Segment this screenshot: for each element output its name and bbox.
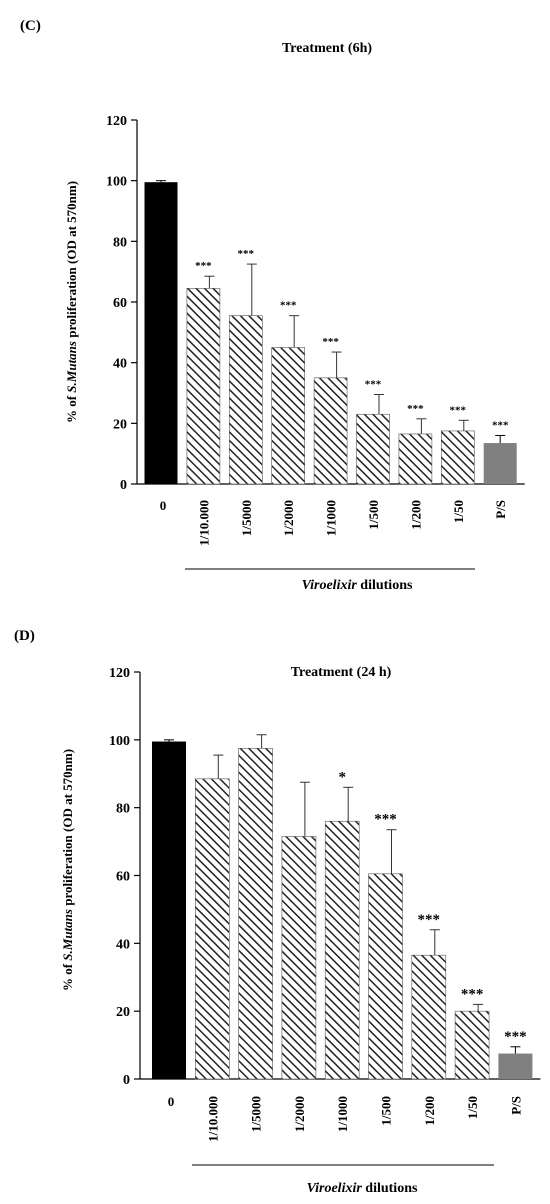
panel-d-y-axis-label: % of S.Mutans proliferation (OD at 570nm…: [60, 749, 75, 991]
panel-d-category-label: 1/1000: [335, 1096, 350, 1132]
panel-c-label: (C): [20, 18, 41, 34]
panel-c-category-label: 1/2000: [281, 500, 296, 536]
panel-d-category-label: 1/2000: [292, 1096, 307, 1132]
panel-c-category-label: P/S: [493, 500, 508, 519]
panel-d-category-label: 1/50: [465, 1096, 480, 1119]
panel-c-significance-label: ***: [280, 300, 297, 312]
panel-d-y-tick-label: 0: [123, 1073, 130, 1088]
panel-c-significance-label: ***: [322, 336, 339, 348]
panel-c-x-group-label: Viroelixir dilutions: [302, 578, 413, 593]
panel-c-significance-label: ***: [365, 379, 382, 391]
panel-d: (D) Treatment (24 h) % of S.Mutans proli…: [14, 628, 541, 1196]
panel-c-bar: [398, 433, 433, 485]
panel-c-y-tick-label: 60: [113, 296, 127, 311]
panel-c-significance-label: ***: [492, 419, 509, 431]
panel-c-bar: [483, 443, 517, 484]
panel-c-significance-label: ***: [238, 248, 255, 260]
panel-c-y-tick-label: 120: [106, 114, 127, 129]
panel-c-bar: [271, 347, 306, 485]
panel-d-significance-label: ***: [504, 1029, 527, 1045]
panel-d-bar: [324, 820, 360, 1080]
panel-c-category-label: 1/200: [408, 500, 423, 530]
panel-d-label: (D): [14, 628, 35, 644]
panel-c-plot: 0 20 40 60 80 100 120 0 *** 1/10.000 *** 1/5000 *** 1…: [106, 114, 525, 570]
panel-c-bar: [356, 413, 390, 485]
panel-c-y-tick-label: 40: [113, 357, 127, 372]
panel-d-bar: [368, 873, 403, 1080]
panel-d-y-tick-label: 100: [109, 734, 130, 749]
panel-c-significance-label: ***: [450, 404, 467, 416]
panel-c-category-label: 1/1000: [324, 500, 339, 536]
panel-c: (C) Treatment (6h) % of S.Mutans prolife…: [20, 18, 525, 593]
panel-c-y-tick-label: 0: [120, 478, 127, 493]
panel-d-bar: [195, 778, 230, 1080]
panel-d-significance-label: ***: [461, 986, 484, 1002]
panel-c-significance-label: ***: [195, 260, 212, 272]
panel-d-category-label: 1/5000: [249, 1096, 264, 1132]
panel-c-category-label: 1/500: [366, 500, 381, 530]
panel-d-y-tick-label: 20: [116, 1005, 130, 1020]
panel-c-category-label: 1/10.000: [196, 500, 211, 546]
panel-d-bar: [281, 836, 317, 1080]
panel-c-y-axis-label: % of S.Mutans proliferation (OD at 570nm…: [64, 181, 79, 423]
panel-d-category-label: 1/500: [379, 1096, 394, 1126]
panel-c-bar: [229, 315, 263, 485]
panel-d-significance-label: *: [338, 769, 346, 785]
panel-c-title: Treatment (6h): [282, 41, 372, 56]
panel-d-significance-label: ***: [418, 912, 441, 928]
panel-c-y-tick-label: 100: [106, 175, 127, 190]
panel-d-x-group-label: Viroelixir dilutions: [307, 1181, 418, 1196]
panel-d-plot: 0 20 40 60 80 100 120 0 1/10.000 1/5000 1/2000 * 1/1…: [109, 666, 541, 1166]
panel-d-category-label: 0: [168, 1094, 175, 1109]
panel-c-bar: [313, 377, 348, 485]
panel-d-category-label: 1/10.000: [205, 1096, 220, 1142]
panel-d-bar: [238, 748, 273, 1080]
panel-c-category-label: 1/5000: [239, 500, 254, 536]
panel-c-bar: [144, 182, 178, 484]
panel-d-bar: [411, 954, 447, 1080]
panel-d-y-tick-label: 80: [116, 802, 130, 817]
panel-c-category-label: 0: [160, 498, 167, 513]
panel-d-bar: [498, 1053, 533, 1079]
panel-d-title: Treatment (24 h): [291, 665, 392, 680]
panel-d-y-tick-label: 120: [109, 666, 130, 681]
panel-d-y-tick-label: 40: [116, 937, 130, 952]
panel-d-category-label: P/S: [508, 1096, 523, 1115]
panel-d-bar: [152, 741, 186, 1079]
panel-d-y-tick-label: 60: [116, 870, 130, 885]
panel-c-y-tick-label: 80: [113, 235, 127, 250]
panel-c-significance-label: ***: [407, 403, 424, 415]
panel-d-significance-label: ***: [374, 812, 397, 828]
panel-d-bar: [454, 1010, 490, 1080]
panel-c-y-tick-label: 20: [113, 417, 127, 432]
panel-c-bar: [186, 288, 221, 485]
panel-d-category-label: 1/200: [422, 1096, 437, 1126]
panel-c-category-label: 1/50: [451, 500, 466, 523]
panel-c-bar: [440, 430, 475, 485]
